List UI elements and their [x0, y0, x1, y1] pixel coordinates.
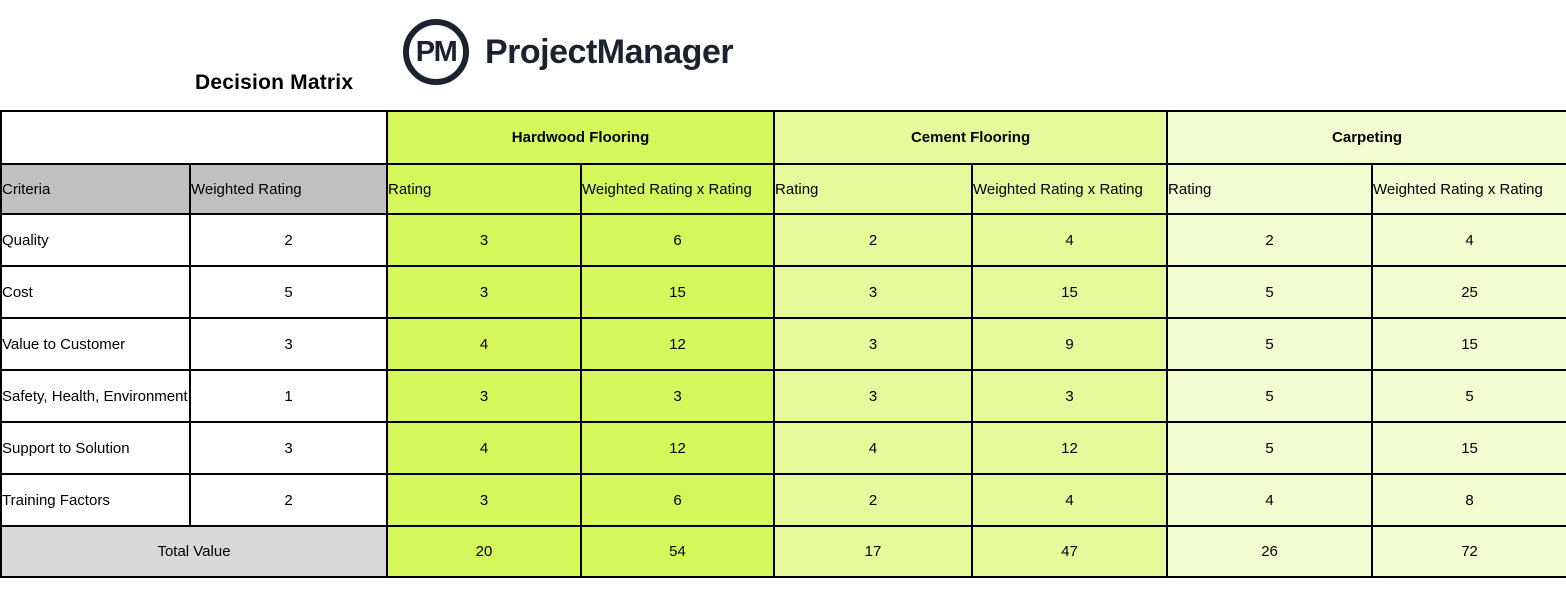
criteria-cell: Value to Customer — [0, 317, 191, 371]
column-header-criteria: Criteria — [0, 163, 191, 215]
total-value-row: Total Value 20 54 17 47 26 72 — [0, 525, 1566, 578]
value-cell: 3 — [579, 369, 776, 423]
group-header-hardwood: Hardwood Flooring — [385, 110, 776, 165]
value-cell: 12 — [971, 421, 1169, 475]
weight-cell: 1 — [189, 369, 388, 423]
column-header-row: Criteria Weighted Rating Rating Weighted… — [0, 163, 1566, 215]
group-header-row: Hardwood Flooring Cement Flooring Carpet… — [0, 110, 1566, 165]
weight-cell: 5 — [189, 265, 388, 319]
value-cell: 3 — [386, 265, 582, 319]
criteria-cell: Support to Solution — [0, 421, 191, 475]
value-cell: 15 — [1371, 421, 1566, 475]
column-header-wxr-carpeting: Weighted Rating x Rating — [1371, 163, 1566, 215]
value-cell: 4 — [386, 317, 582, 371]
value-cell: 3 — [773, 369, 974, 423]
total-cell: 17 — [773, 525, 974, 578]
value-cell: 2 — [773, 473, 974, 527]
table-row-value-to-customer: Value to Customer 3 4 12 3 9 5 15 — [0, 317, 1566, 371]
value-cell: 5 — [1166, 317, 1374, 371]
total-cell: 72 — [1371, 525, 1566, 578]
value-cell: 5 — [1166, 421, 1374, 475]
value-cell: 4 — [971, 213, 1169, 267]
decision-matrix-table: Hardwood Flooring Cement Flooring Carpet… — [0, 110, 1566, 578]
empty-corner-cell — [0, 110, 388, 165]
value-cell: 5 — [1166, 265, 1374, 319]
value-cell: 4 — [386, 421, 582, 475]
value-cell: 9 — [971, 317, 1169, 371]
pm-logo-icon: PM — [403, 19, 469, 85]
value-cell: 12 — [579, 317, 776, 371]
group-header-cement: Cement Flooring — [773, 110, 1169, 165]
value-cell: 4 — [1371, 213, 1566, 267]
value-cell: 5 — [1371, 369, 1566, 423]
weight-cell: 2 — [189, 213, 388, 267]
group-header-carpeting: Carpeting — [1166, 110, 1566, 165]
page-title: Decision Matrix — [195, 71, 354, 94]
table-row-quality: Quality 2 3 6 2 4 2 4 — [0, 213, 1566, 267]
table-row-support-to-solution: Support to Solution 3 4 12 4 12 5 15 — [0, 421, 1566, 475]
column-header-wxr-hardwood: Weighted Rating x Rating — [579, 163, 776, 215]
total-cell: 54 — [579, 525, 776, 578]
column-header-rating-cement: Rating — [773, 163, 974, 215]
value-cell: 15 — [1371, 317, 1566, 371]
total-cell: 26 — [1166, 525, 1374, 578]
criteria-cell: Training Factors — [0, 473, 191, 527]
value-cell: 6 — [579, 473, 776, 527]
column-header-weighted-rating: Weighted Rating — [189, 163, 388, 215]
criteria-cell: Cost — [0, 265, 191, 319]
criteria-cell: Quality — [0, 213, 191, 267]
weight-cell: 3 — [189, 421, 388, 475]
table-row-training-factors: Training Factors 2 3 6 2 4 4 8 — [0, 473, 1566, 527]
table-row-cost: Cost 5 3 15 3 15 5 25 — [0, 265, 1566, 319]
total-cell: 20 — [386, 525, 582, 578]
value-cell: 4 — [971, 473, 1169, 527]
value-cell: 12 — [579, 421, 776, 475]
value-cell: 2 — [773, 213, 974, 267]
header-band: Decision Matrix PM ProjectManager — [0, 0, 1566, 110]
brand-name: ProjectManager — [485, 32, 734, 71]
value-cell: 4 — [773, 421, 974, 475]
value-cell: 3 — [773, 265, 974, 319]
criteria-cell: Safety, Health, Environment — [0, 369, 191, 423]
value-cell: 4 — [1166, 473, 1374, 527]
value-cell: 6 — [579, 213, 776, 267]
value-cell: 3 — [773, 317, 974, 371]
value-cell: 3 — [971, 369, 1169, 423]
value-cell: 3 — [386, 369, 582, 423]
value-cell: 25 — [1371, 265, 1566, 319]
total-label-cell: Total Value — [0, 525, 388, 578]
value-cell: 2 — [1166, 213, 1374, 267]
value-cell: 3 — [386, 213, 582, 267]
column-header-wxr-cement: Weighted Rating x Rating — [971, 163, 1169, 215]
value-cell: 8 — [1371, 473, 1566, 527]
column-header-rating-hardwood: Rating — [386, 163, 582, 215]
pm-logo-monogram: PM — [415, 35, 458, 68]
value-cell: 5 — [1166, 369, 1374, 423]
value-cell: 15 — [971, 265, 1169, 319]
weight-cell: 3 — [189, 317, 388, 371]
column-header-rating-carpeting: Rating — [1166, 163, 1374, 215]
weight-cell: 2 — [189, 473, 388, 527]
value-cell: 3 — [386, 473, 582, 527]
table-row-safety-health-environment: Safety, Health, Environment 1 3 3 3 3 5 … — [0, 369, 1566, 423]
value-cell: 15 — [579, 265, 776, 319]
total-cell: 47 — [971, 525, 1169, 578]
projectmanager-logo: PM ProjectManager — [403, 17, 734, 87]
